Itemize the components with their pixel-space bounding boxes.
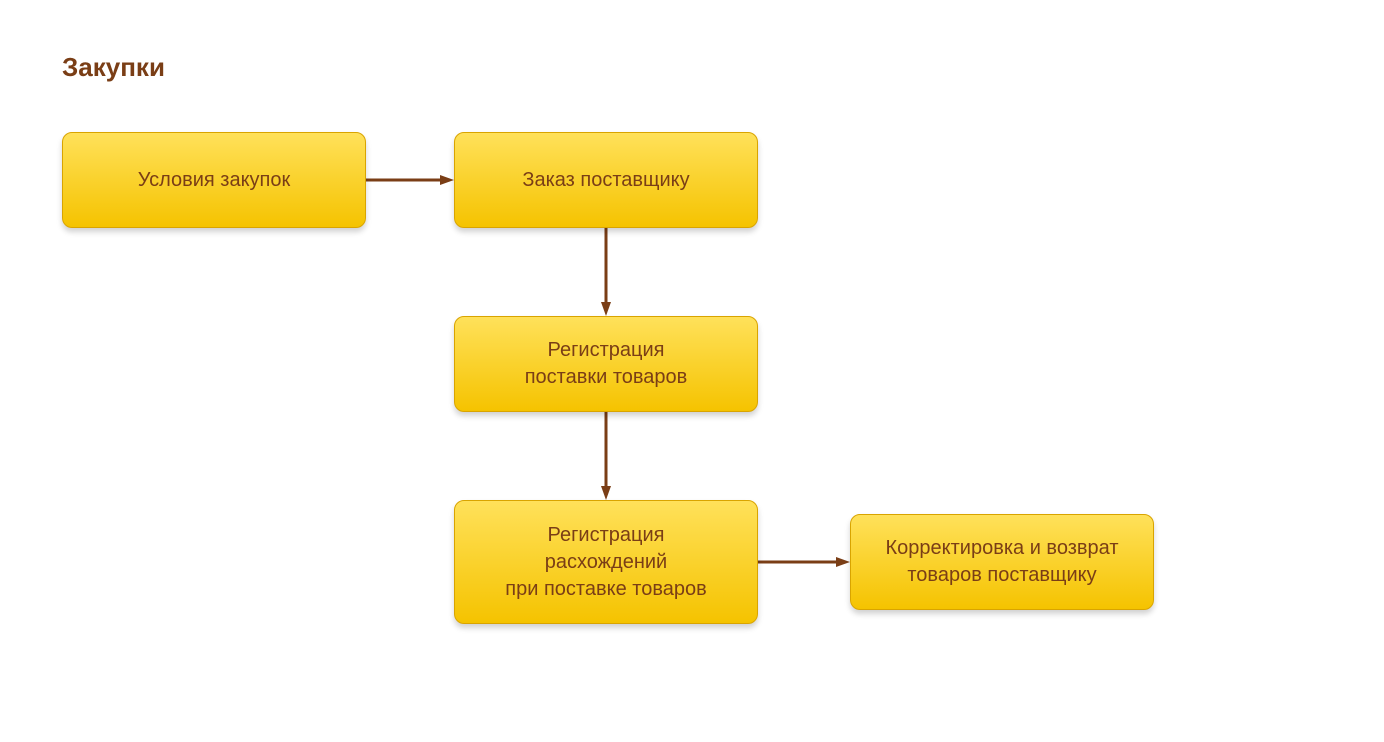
flowchart-node: Корректировка и возврат товаров поставщи… (850, 514, 1154, 610)
flowchart-node: Регистрация расхождений при поставке тов… (454, 500, 758, 624)
flowchart-node: Заказ поставщику (454, 132, 758, 228)
flowchart-node: Условия закупок (62, 132, 366, 228)
diagram-title: Закупки (62, 52, 165, 83)
flowchart-node: Регистрация поставки товаров (454, 316, 758, 412)
